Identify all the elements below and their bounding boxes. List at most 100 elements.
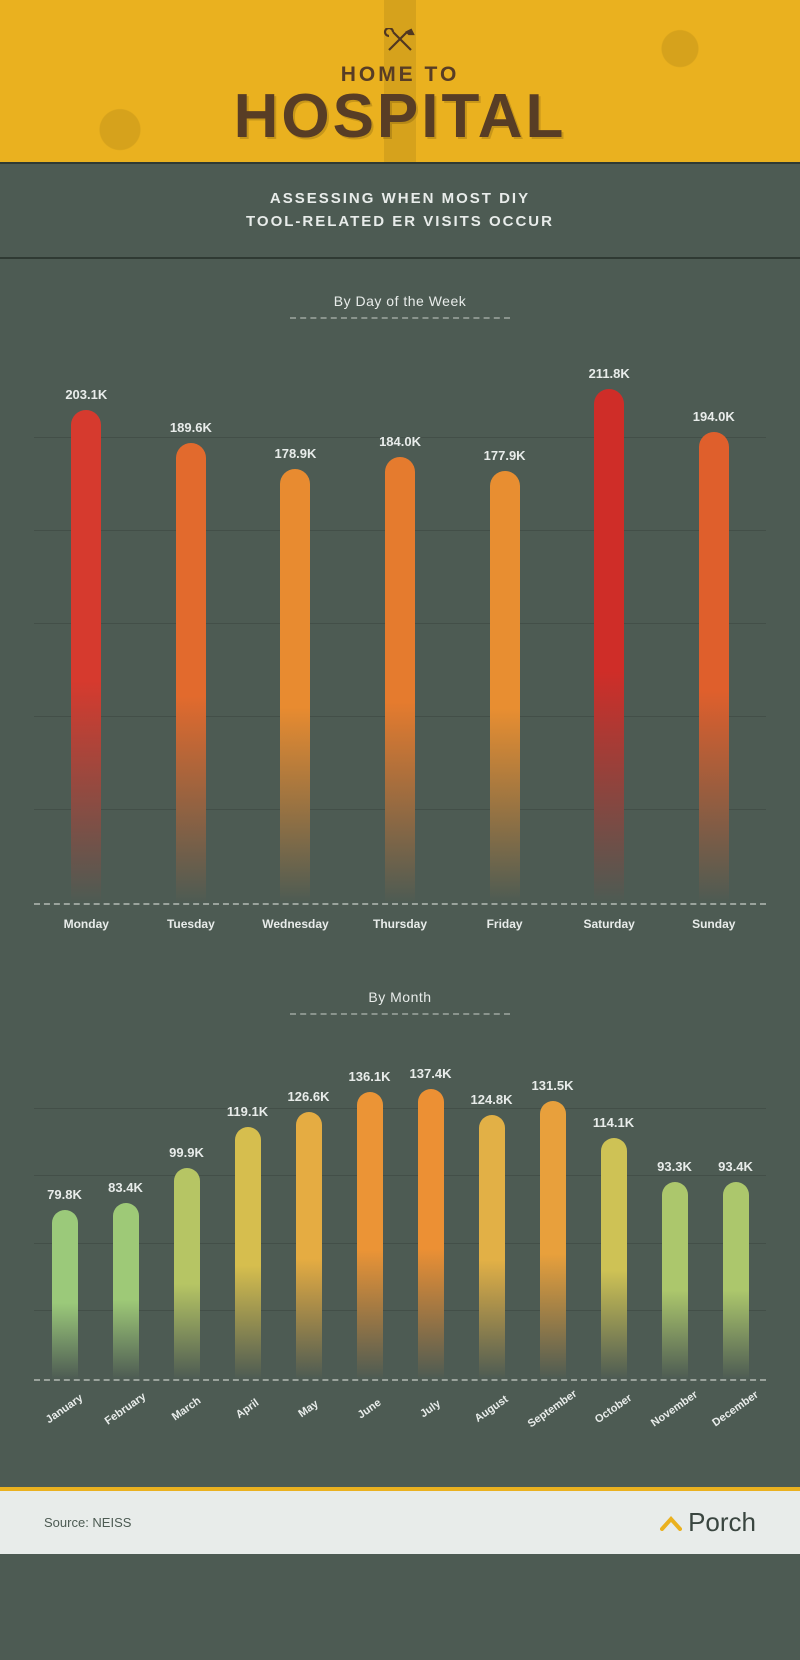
subtitle-band: ASSESSING WHEN MOST DIY TOOL-RELATED ER … [0, 162, 800, 259]
bar [662, 1182, 688, 1379]
main-title: HOSPITAL [0, 81, 800, 152]
bar-category-label: January [36, 1387, 93, 1432]
bar [71, 410, 101, 903]
bar-slot: 184.0K [348, 345, 453, 903]
bar-value-label: 93.4K [718, 1159, 753, 1174]
month-chart-title: By Month [0, 989, 800, 1005]
bar-value-label: 211.8K [589, 366, 630, 381]
bar [594, 389, 624, 903]
bar [174, 1168, 200, 1379]
bar [52, 1210, 78, 1379]
bar-slot: 93.3K [644, 1041, 705, 1379]
week-chart-title: By Day of the Week [0, 293, 800, 309]
bar-value-label: 126.6K [288, 1089, 330, 1104]
bar-value-label: 189.6K [170, 420, 212, 435]
bar [357, 1092, 383, 1380]
bar-value-label: 178.9K [274, 446, 316, 461]
bar-slot: 189.6K [139, 345, 244, 903]
bar-category-label: Thursday [348, 917, 453, 931]
month-labels-row: JanuaryFebruaryMarchAprilMayJuneJulyAugu… [34, 1393, 766, 1415]
bar-value-label: 137.4K [410, 1066, 452, 1081]
bar-category-label: April [219, 1387, 276, 1432]
bar-category-label: Saturday [557, 917, 662, 931]
brand-logo: Porch [660, 1507, 756, 1538]
bar-value-label: 203.1K [65, 387, 107, 402]
bar-slot: 137.4K [400, 1041, 461, 1379]
bar-slot: 177.9K [452, 345, 557, 903]
bar-slot: 119.1K [217, 1041, 278, 1379]
month-bars-row: 79.8K 83.4K 99.9K 119.1K 126.6K 136.1K 137.4K 1… [34, 1041, 766, 1379]
bar-value-label: 177.9K [484, 448, 526, 463]
bar-slot: 79.8K [34, 1041, 95, 1379]
bar-slot: 203.1K [34, 345, 139, 903]
bar-category-label: Tuesday [139, 917, 244, 931]
bar-category-label: Friday [452, 917, 557, 931]
bar-value-label: 114.1K [593, 1115, 634, 1130]
bar-category-label: August [463, 1387, 520, 1432]
bar-value-label: 184.0K [379, 434, 421, 449]
month-chart-region: 79.8K 83.4K 99.9K 119.1K 126.6K 136.1K 137.4K 1… [0, 1023, 800, 1459]
bar [280, 469, 310, 903]
bar-slot: 194.0K [661, 345, 766, 903]
brand-chevron-icon [660, 1507, 682, 1538]
subtitle-line-1: ASSESSING WHEN MOST DIY [0, 188, 800, 211]
bar-category-label: July [402, 1387, 459, 1432]
bar [490, 471, 520, 903]
week-labels-row: MondayTuesdayWednesdayThursdayFridaySatu… [34, 917, 766, 931]
bar-category-label: Sunday [661, 917, 766, 931]
bar [601, 1138, 627, 1379]
week-bars-row: 203.1K 189.6K 178.9K 184.0K 177.9K 211.8K 194.… [34, 345, 766, 903]
bar-value-label: 79.8K [47, 1187, 82, 1202]
bar-slot: 114.1K [583, 1041, 644, 1379]
bar-category-label: March [158, 1387, 215, 1432]
bar-category-label: June [341, 1387, 398, 1432]
bar-value-label: 131.5K [532, 1078, 574, 1093]
bar [540, 1101, 566, 1379]
bar-value-label: 99.9K [169, 1145, 204, 1160]
brand-name: Porch [688, 1507, 756, 1538]
bar-category-label: Monday [34, 917, 139, 931]
bar-slot: 131.5K [522, 1041, 583, 1379]
source-citation: Source: NEISS [44, 1515, 131, 1530]
bar-category-label: October [585, 1387, 642, 1432]
bar-slot: 83.4K [95, 1041, 156, 1379]
bar [723, 1182, 749, 1379]
bar [385, 457, 415, 903]
bar-slot: 99.9K [156, 1041, 217, 1379]
footer: Source: NEISS Porch [0, 1487, 800, 1554]
bar-category-label: Wednesday [243, 917, 348, 931]
month-section: By Month 79.8K 83.4K 99.9K 119.1K 126.6K 136.… [0, 989, 800, 1459]
bar-slot: 211.8K [557, 345, 662, 903]
infographic-root: HOME TO HOSPITAL ASSESSING WHEN MOST DIY… [0, 0, 800, 1554]
bar [296, 1112, 322, 1379]
subtitle-line-2: TOOL-RELATED ER VISITS OCCUR [0, 211, 800, 234]
divider-icon [290, 1013, 510, 1015]
bar [235, 1127, 261, 1379]
bar-value-label: 93.3K [657, 1159, 692, 1174]
bar-value-label: 83.4K [108, 1180, 143, 1195]
bar-value-label: 124.8K [471, 1092, 513, 1107]
bar [113, 1203, 139, 1379]
week-chart-region: 203.1K 189.6K 178.9K 184.0K 177.9K 211.8K 194.… [0, 327, 800, 955]
divider-icon [290, 317, 510, 319]
bar-category-label: September [524, 1387, 581, 1432]
bar [418, 1089, 444, 1379]
bar-category-label: November [646, 1387, 703, 1432]
bar-value-label: 136.1K [349, 1069, 391, 1084]
bar-value-label: 119.1K [227, 1104, 268, 1119]
bar-value-label: 194.0K [693, 409, 735, 424]
week-section: By Day of the Week 203.1K 189.6K 178.9K 184… [0, 293, 800, 955]
bar-category-label: December [707, 1387, 764, 1432]
bar [479, 1115, 505, 1379]
bar [699, 432, 729, 903]
bar-slot: 136.1K [339, 1041, 400, 1379]
bar [176, 443, 206, 903]
month-chart-area: 79.8K 83.4K 99.9K 119.1K 126.6K 136.1K 137.4K 1… [34, 1041, 766, 1381]
bar-category-label: May [280, 1387, 337, 1432]
bar-category-label: February [97, 1387, 154, 1432]
header-banner: HOME TO HOSPITAL [0, 0, 800, 162]
bar-slot: 93.4K [705, 1041, 766, 1379]
bar-slot: 178.9K [243, 345, 348, 903]
week-chart-area: 203.1K 189.6K 178.9K 184.0K 177.9K 211.8K 194.… [34, 345, 766, 905]
bar-slot: 124.8K [461, 1041, 522, 1379]
